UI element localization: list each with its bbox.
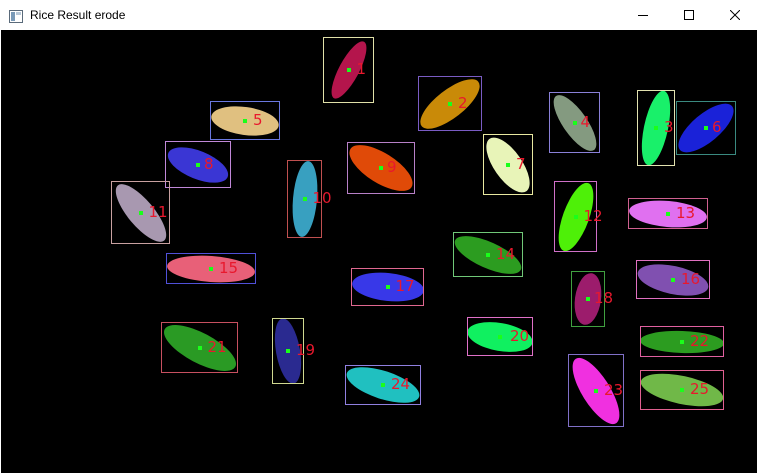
centroid-marker [138, 210, 143, 215]
centroid-marker [586, 297, 590, 301]
centroid-marker [286, 349, 290, 353]
maximize-button[interactable] [666, 0, 712, 30]
bounding-box [467, 317, 533, 356]
bounding-box [628, 198, 708, 229]
centroid-marker [671, 277, 675, 282]
centroid-marker [385, 285, 390, 289]
grain-label: 18 [594, 289, 614, 307]
grain-label: 14 [496, 244, 516, 263]
grain-label: 10 [312, 189, 332, 207]
app-window-icon [9, 8, 23, 23]
centroid-marker [448, 101, 452, 106]
maximize-icon [684, 10, 694, 20]
bounding-box [210, 101, 280, 140]
centroid-marker [506, 162, 510, 167]
centroid-marker [486, 252, 490, 257]
bounding-box [637, 90, 675, 166]
bounding-box [571, 271, 605, 327]
bounding-box [640, 370, 724, 410]
centroid-marker [654, 126, 658, 130]
centroid-marker [666, 211, 670, 216]
centroid-marker [196, 162, 200, 167]
centroid-marker [680, 388, 684, 392]
grain-label: 3 [664, 118, 674, 136]
grain-label: 19 [296, 341, 316, 359]
centroid-marker [704, 126, 708, 130]
centroid-marker [379, 166, 383, 170]
centroid-marker [302, 197, 307, 201]
grain-label: 20 [510, 326, 530, 345]
bounding-box [636, 260, 710, 299]
centroid-marker [572, 120, 577, 125]
minimize-icon [638, 15, 648, 16]
bounding-box [549, 92, 600, 153]
centroid-marker [680, 339, 684, 344]
result-image-canvas: 1 2 3 4 5 6 7 8 9 10 11 12 13 14 15 16 17 18 19 20 21 22 23 24 2… [1, 30, 757, 473]
centroid-marker [498, 334, 502, 339]
bounding-box [347, 142, 415, 194]
grain-label: 21 [207, 337, 227, 356]
centroid-marker [346, 68, 351, 72]
grain-label: 16 [681, 269, 701, 288]
bounding-box [161, 322, 238, 373]
grain-label: 25 [690, 380, 710, 398]
bounding-box [418, 76, 482, 131]
grain-label: 7 [516, 154, 526, 173]
grain-label: 22 [690, 331, 710, 350]
bounding-box [287, 160, 322, 238]
grain-label: 4 [580, 112, 591, 131]
grain-label: 8 [204, 154, 214, 173]
centroid-marker [594, 388, 598, 393]
centroid-marker [197, 345, 202, 350]
bounding-box [323, 37, 374, 103]
bounding-box [166, 253, 256, 284]
bounding-box [351, 268, 424, 306]
grain-label: 2 [458, 93, 468, 112]
bounding-box [165, 141, 231, 188]
window-title: Rice Result erode [30, 8, 126, 22]
bounding-box [272, 318, 304, 384]
grain-label: 17 [395, 277, 415, 295]
bounding-box [554, 181, 597, 252]
bounding-box [640, 326, 724, 357]
title-bar[interactable]: Rice Result erode [0, 0, 758, 30]
bounding-box [111, 181, 170, 244]
bounding-box [453, 232, 523, 277]
grain-label: 13 [676, 203, 696, 222]
bounding-box [568, 354, 624, 427]
close-icon [730, 10, 740, 20]
grain-label: 5 [253, 110, 263, 129]
grain-label: 15 [219, 258, 239, 277]
bounding-box [345, 365, 421, 405]
bounding-box [483, 134, 533, 195]
grain-label: 1 [356, 60, 367, 78]
centroid-marker [381, 383, 385, 387]
centroid-marker [243, 118, 247, 123]
centroid-marker [209, 266, 213, 271]
close-button[interactable] [712, 0, 758, 30]
minimize-button[interactable] [620, 0, 666, 30]
centroid-marker [573, 214, 578, 219]
bounding-box [676, 101, 736, 155]
grain-label: 12 [583, 206, 603, 225]
grain-label: 6 [712, 118, 722, 136]
grain-label: 23 [604, 380, 624, 399]
grain-label: 11 [148, 202, 168, 221]
grain-label: 24 [391, 375, 411, 393]
grain-label: 9 [387, 158, 397, 176]
